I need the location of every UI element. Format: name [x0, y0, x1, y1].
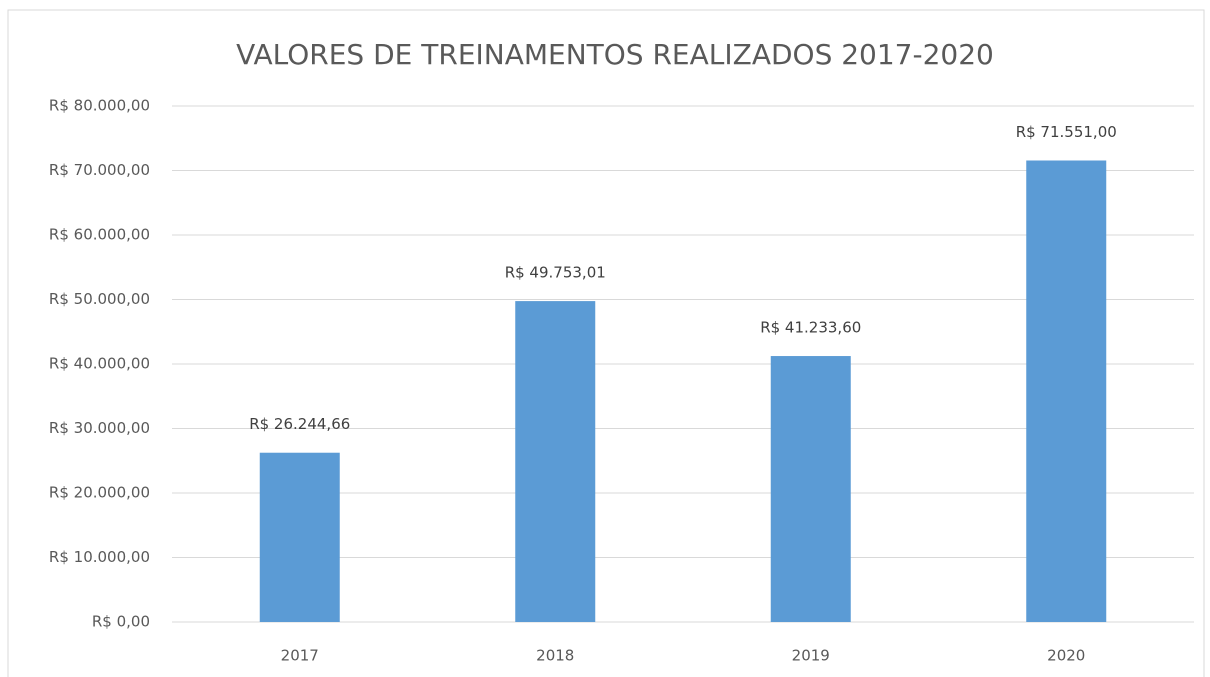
bar — [259, 452, 340, 622]
x-tick-label: 2017 — [281, 647, 319, 665]
chart-frame — [7, 9, 1205, 677]
y-tick-label: R$ 20.000,00 — [49, 484, 150, 502]
y-tick-label: R$ 60.000,00 — [49, 226, 150, 244]
bar — [515, 301, 596, 622]
y-tick-label: R$ 70.000,00 — [49, 161, 150, 179]
x-tick-label: 2020 — [1047, 647, 1085, 665]
chart-title: VALORES DE TREINAMENTOS REALIZADOS 2017-… — [236, 38, 994, 71]
value-label: R$ 49.753,01 — [505, 264, 606, 282]
bar — [1026, 160, 1107, 623]
value-label: R$ 26.244,66 — [249, 415, 350, 433]
y-tick-label: R$ 30.000,00 — [49, 419, 150, 437]
x-tick-label: 2018 — [536, 647, 574, 665]
y-tick-label: R$ 40.000,00 — [49, 355, 150, 373]
value-label: R$ 41.233,60 — [760, 319, 861, 337]
y-tick-label: R$ 80.000,00 — [49, 97, 150, 115]
value-label: R$ 71.551,00 — [1016, 123, 1117, 141]
bar — [770, 356, 851, 622]
y-tick-label: R$ 0,00 — [92, 613, 150, 631]
y-tick-label: R$ 50.000,00 — [49, 290, 150, 308]
y-tick-label: R$ 10.000,00 — [49, 548, 150, 566]
x-tick-label: 2019 — [792, 647, 830, 665]
